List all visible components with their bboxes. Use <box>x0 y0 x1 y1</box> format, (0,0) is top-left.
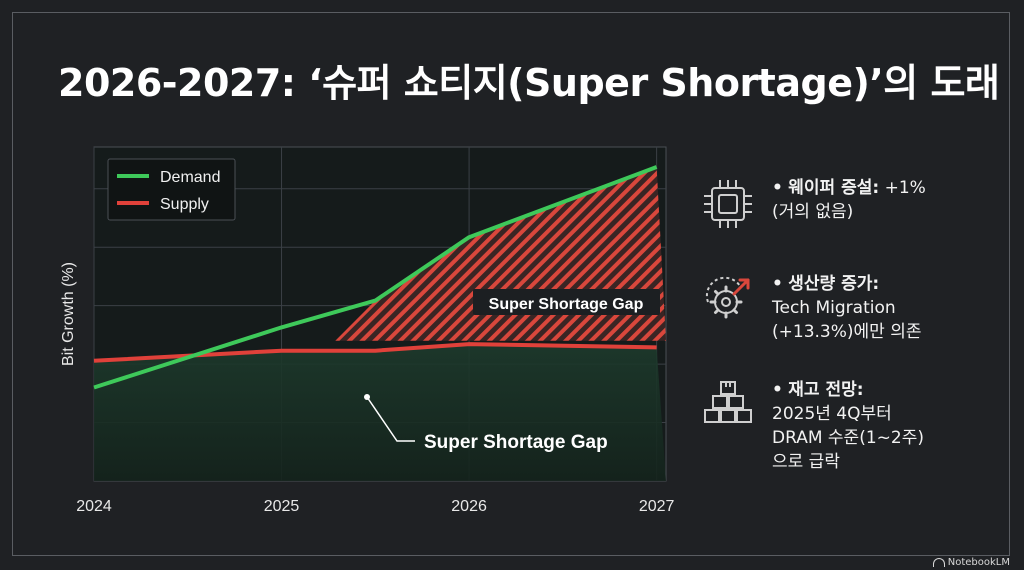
sidebar-text-wafer: • 웨이퍼 증설: +1% (거의 없음) <box>772 178 926 222</box>
x-tick-label: 2026 <box>451 498 487 515</box>
gap-label-box <box>473 289 660 315</box>
demand-line <box>93 165 658 390</box>
y-axis-label: Bit Growth (%) <box>60 262 77 366</box>
annotations: Super Shortage Gap Super Shortage Gap <box>364 289 660 453</box>
x-tick-labels: 2024 2025 2026 2027 <box>76 498 674 515</box>
x-tick-label: 2027 <box>639 498 675 515</box>
page-title: 2026-2027: ‘슈퍼 쇼티지(Super Shortage)’의 도래 <box>58 61 1000 105</box>
legend-label-demand: Demand <box>160 169 220 186</box>
supply-area <box>94 344 666 481</box>
annotation-leader <box>366 396 415 442</box>
gear-arrow-icon <box>705 276 750 319</box>
chip-icon <box>704 180 752 228</box>
gap-label: Super Shortage Gap <box>489 296 644 313</box>
legend: Demand Supply <box>107 158 236 221</box>
x-tick-label: 2025 <box>264 498 300 515</box>
sidebar-text-inventory: • 재고 전망: 2025년 4Q부터 DRAM 수준(1~2주) 으로 급락 <box>772 380 924 472</box>
slide-frame <box>12 12 1010 556</box>
sidebar-text-production: • 생산량 증가: Tech Migration (+13.3%)에만 의존 <box>772 274 922 342</box>
boxes-icon <box>704 381 752 423</box>
supply-line <box>93 342 657 363</box>
x-tick-label: 2024 <box>76 498 112 515</box>
watermark: NotebookLM <box>932 557 1010 568</box>
legend-label-supply: Supply <box>160 196 209 213</box>
notebooklm-logo-icon <box>932 557 945 567</box>
gap-label-secondary: Super Shortage Gap <box>424 432 608 453</box>
